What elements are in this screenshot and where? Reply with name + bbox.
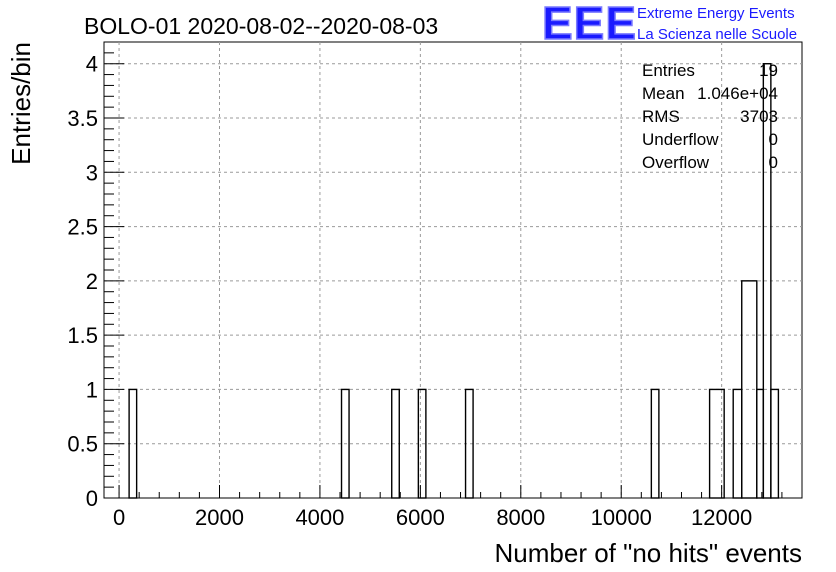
histogram-bin: [340, 388, 350, 499]
stats-overflow-label: Overflow: [642, 153, 710, 172]
stats-underflow-label: Underflow: [642, 130, 719, 149]
x-tick-label: 10000: [591, 505, 652, 530]
x-tick-label: 4000: [295, 505, 344, 530]
histogram-bin: [762, 63, 772, 499]
y-axis-label: Entries/bin: [6, 42, 36, 165]
x-tick-label: 6000: [396, 505, 445, 530]
x-tick-label: 2000: [195, 505, 244, 530]
y-tick-label: 3.5: [67, 106, 98, 131]
x-axis-label: Number of "no hits" events: [495, 538, 803, 568]
stats-overflow-value: 0: [769, 153, 778, 172]
eee-logo: EEE Extreme Energy Events La Scienza nel…: [541, 0, 797, 50]
y-tick-label: 2: [86, 269, 98, 294]
histogram-bin: [391, 388, 400, 499]
x-axis-ticks: 0 2000 4000 6000 8000 10000 12000: [113, 485, 803, 530]
y-tick-label: 0: [86, 486, 98, 511]
y-tick-label: 2.5: [67, 215, 98, 240]
stats-entries-value: 19: [759, 61, 778, 80]
logo-line2: La Scienza nelle Scuole: [637, 26, 797, 43]
y-tick-label: 1.5: [67, 323, 98, 348]
histogram-bin: [417, 388, 427, 499]
y-tick-label: 1: [86, 377, 98, 402]
stats-mean-label: Mean: [642, 84, 685, 103]
logo-mark: EEE: [542, 0, 637, 49]
histogram-bin: [650, 388, 660, 499]
stats-entries-label: Entries: [642, 61, 695, 80]
histogram-bin: [770, 388, 780, 499]
y-tick-label: 0.5: [67, 432, 98, 457]
logo-line1: Extreme Energy Events: [637, 5, 795, 22]
x-tick-label: 8000: [496, 505, 545, 530]
histogram-bin: [128, 388, 138, 499]
y-tick-label: 4: [86, 52, 98, 77]
histogram-bin: [464, 388, 474, 499]
x-tick-label: 12000: [691, 505, 752, 530]
histogram-bin: [708, 388, 725, 499]
chart-title: BOLO-01 2020-08-02--2020-08-03: [84, 13, 438, 39]
stats-mean-value: 1.046e+04: [697, 84, 778, 103]
y-tick-label: 3: [86, 160, 98, 185]
stats-rms-label: RMS: [642, 107, 680, 126]
stats-rms-value: 3703: [740, 107, 778, 126]
stats-underflow-value: 0: [769, 130, 778, 149]
grid-lines: [104, 42, 802, 498]
plot-frame: [103, 41, 803, 499]
histogram-bins: [128, 63, 780, 499]
stats-box: Entries 19 Mean 1.046e+04 RMS 3703 Under…: [642, 61, 778, 172]
x-tick-label: 0: [113, 505, 125, 530]
y-axis-ticks: 0 0.5 1 1.5 2 2.5 3 3.5 4: [67, 41, 124, 511]
